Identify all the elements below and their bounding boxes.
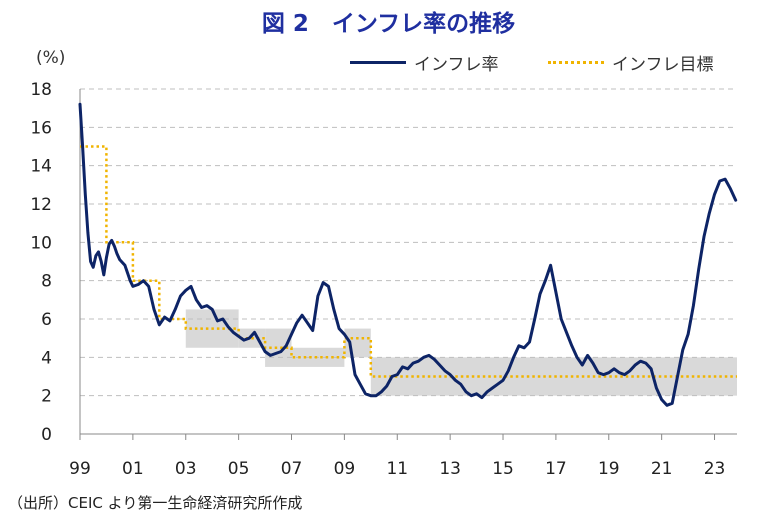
x-tick-label: 13 (439, 459, 461, 479)
y-tick-label: 8 (41, 272, 52, 292)
x-tick-label: 17 (545, 459, 567, 479)
x-tick-label: 15 (492, 459, 514, 479)
x-tick-label: 07 (281, 459, 303, 479)
y-tick-label: 6 (41, 310, 52, 330)
x-tick-label: 23 (704, 459, 726, 479)
x-tick-label: 99 (69, 459, 91, 479)
legend-target-swatch (548, 61, 604, 64)
y-tick-label: 16 (30, 118, 52, 138)
y-tick-label: 4 (41, 348, 52, 368)
y-tick-label: 12 (30, 195, 52, 215)
legend-target-label: インフレ目標 (612, 55, 714, 75)
y-tick-label: 10 (30, 233, 52, 253)
x-tick-label: 19 (598, 459, 620, 479)
chart-title: 図 2 インフレ率の推移 (261, 11, 516, 37)
legend-inflation: インフレ率 (350, 50, 499, 75)
legend-target: インフレ目標 (548, 50, 714, 75)
y-axis-unit-label: (%) (36, 48, 66, 68)
x-tick-label: 11 (386, 459, 408, 479)
x-tick-label: 21 (651, 459, 673, 479)
x-tick-label: 03 (175, 459, 197, 479)
y-tick-label: 14 (30, 157, 52, 177)
x-tick-label: 01 (122, 459, 144, 479)
legend-inflation-label: インフレ率 (414, 55, 499, 75)
legend-line-swatch (350, 61, 406, 64)
y-tick-label: 18 (30, 80, 52, 100)
source-note: （出所）CEIC より第一生命経済研究所作成 (8, 494, 303, 512)
series-line-inflation-target (80, 145, 737, 378)
y-tick-label: 2 (41, 387, 52, 407)
y-tick-label: 0 (41, 425, 52, 445)
x-tick-label: 09 (334, 459, 356, 479)
series-line-inflation-rate (78, 102, 738, 407)
x-tick-label: 05 (228, 459, 250, 479)
